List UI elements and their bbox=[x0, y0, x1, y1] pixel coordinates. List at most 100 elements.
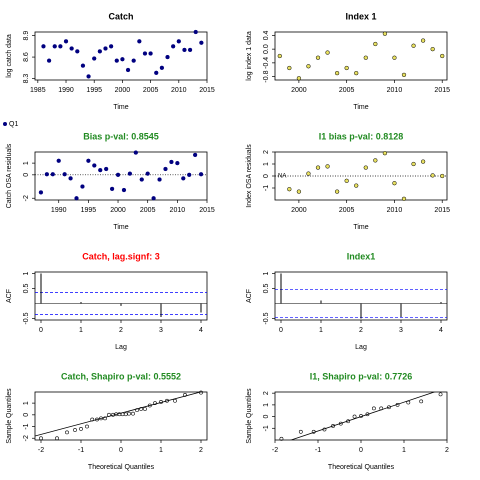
x-tick-label: 2005 bbox=[339, 87, 355, 94]
qq-point bbox=[365, 412, 370, 417]
data-point bbox=[193, 29, 198, 35]
data-point bbox=[46, 58, 52, 63]
x-axis-label: Lag bbox=[355, 344, 367, 351]
qq-point bbox=[135, 408, 139, 413]
x-tick-label: 4 bbox=[439, 327, 443, 334]
qq-point bbox=[79, 426, 83, 431]
data-point bbox=[344, 65, 349, 71]
x-axis-label: Time bbox=[113, 104, 128, 111]
data-point bbox=[114, 58, 119, 63]
panel-title: I1 bias p-val: 0.8128 bbox=[319, 131, 404, 141]
data-point bbox=[187, 47, 193, 53]
y-axis-label: Catch OSA residuals bbox=[6, 143, 13, 208]
y-tick-label: 8.3 bbox=[23, 74, 30, 84]
y-tick-label: 1 bbox=[263, 271, 270, 275]
plot-frame bbox=[34, 31, 208, 81]
qq-point bbox=[65, 430, 69, 435]
x-axis-label: Time bbox=[113, 224, 128, 231]
panel-title: Index1 bbox=[347, 251, 376, 261]
y-axis-label: ACF bbox=[6, 289, 13, 303]
x-tick-label: 1 bbox=[402, 447, 406, 454]
y-tick-label: -1 bbox=[263, 185, 270, 191]
x-tick-label: 2015 bbox=[199, 207, 215, 214]
qq-point bbox=[311, 429, 316, 434]
panel-title: Catch, Shapiro p-val: 0.5552 bbox=[61, 371, 181, 381]
data-point bbox=[56, 158, 61, 163]
data-point bbox=[115, 172, 121, 177]
x-tick-label: 2000 bbox=[291, 87, 307, 94]
x-tick-label: 1 bbox=[159, 447, 163, 454]
qq-point bbox=[173, 398, 177, 403]
y-tick-label: 2 bbox=[263, 150, 270, 154]
data-point bbox=[296, 189, 302, 194]
x-tick-label: 2000 bbox=[110, 207, 126, 214]
data-point bbox=[98, 167, 103, 173]
x-axis-label: Lag bbox=[115, 344, 127, 351]
y-tick-label: -0.5 bbox=[263, 312, 270, 324]
y-tick-label: -2 bbox=[23, 195, 30, 201]
y-tick-label: 1 bbox=[263, 162, 270, 166]
x-tick-label: 2005 bbox=[339, 207, 355, 214]
qq-point bbox=[147, 403, 152, 408]
qq-point bbox=[331, 424, 335, 428]
data-point bbox=[325, 164, 330, 169]
data-point bbox=[148, 51, 153, 56]
data-point bbox=[315, 55, 321, 60]
y-tick-label: 1 bbox=[23, 401, 30, 405]
qq-point bbox=[55, 436, 59, 441]
data-point bbox=[382, 31, 388, 36]
data-point bbox=[181, 176, 186, 181]
qq-point bbox=[127, 411, 131, 416]
qq-point bbox=[165, 398, 169, 403]
data-point bbox=[104, 166, 109, 172]
plot-frame bbox=[34, 391, 208, 441]
data-point bbox=[363, 55, 368, 60]
data-point bbox=[157, 177, 162, 182]
plot-frame bbox=[274, 391, 448, 441]
data-point bbox=[92, 163, 97, 168]
data-point bbox=[277, 53, 282, 59]
qq-point bbox=[159, 400, 163, 404]
data-point bbox=[392, 55, 397, 60]
y-tick-label: 0.4 bbox=[263, 30, 270, 40]
y-tick-label: 0.0 bbox=[263, 44, 270, 54]
qq-point bbox=[387, 405, 391, 410]
x-tick-label: -1 bbox=[78, 447, 84, 454]
data-point bbox=[287, 187, 292, 192]
qq-point bbox=[279, 436, 284, 441]
data-point bbox=[171, 44, 176, 49]
qq-point bbox=[322, 427, 327, 432]
y-tick-label: 0 bbox=[263, 415, 270, 419]
x-tick-label: 2005 bbox=[143, 87, 159, 94]
qq-point bbox=[419, 399, 424, 404]
plot-frame bbox=[34, 271, 208, 321]
data-point bbox=[137, 39, 142, 44]
x-tick-label: 2000 bbox=[115, 87, 131, 94]
y-tick-label: -0.5 bbox=[23, 312, 30, 324]
data-point bbox=[159, 65, 165, 70]
qq-point bbox=[371, 406, 376, 411]
y-tick-label: -1 bbox=[263, 425, 270, 431]
data-point bbox=[92, 56, 97, 61]
data-point bbox=[440, 53, 445, 59]
x-tick-label: 0 bbox=[359, 447, 363, 454]
data-point bbox=[392, 181, 397, 186]
data-point bbox=[165, 54, 170, 60]
data-point bbox=[420, 159, 426, 164]
plot-frame bbox=[274, 31, 448, 81]
x-tick-label: 2 bbox=[119, 327, 123, 334]
data-point bbox=[411, 161, 416, 167]
data-point bbox=[120, 57, 125, 62]
y-tick-label: -0.8 bbox=[263, 70, 270, 82]
x-axis-label: Time bbox=[353, 104, 368, 111]
x-tick-label: 2005 bbox=[140, 207, 156, 214]
x-axis-label: Theoretical Quantiles bbox=[88, 464, 155, 471]
data-point bbox=[382, 151, 388, 156]
data-point bbox=[86, 74, 91, 79]
qq-point bbox=[39, 436, 43, 441]
data-point bbox=[63, 39, 69, 44]
y-tick-label: 8.9 bbox=[23, 31, 30, 41]
data-point bbox=[176, 39, 181, 44]
y-axis-label: ACF bbox=[246, 289, 253, 303]
